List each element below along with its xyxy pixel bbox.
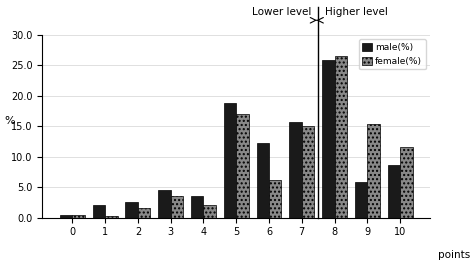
Bar (302, 126, 314, 218)
Bar (73, 214, 85, 218)
Bar (92, 205, 105, 218)
Bar (191, 196, 203, 218)
Bar (105, 216, 118, 218)
Bar (236, 114, 249, 218)
Text: Lower level: Lower level (252, 7, 311, 17)
Bar (256, 143, 269, 218)
Bar (203, 205, 216, 218)
Bar (355, 182, 367, 218)
Bar (138, 208, 150, 218)
Bar (60, 214, 73, 218)
Bar (335, 56, 347, 218)
Bar (269, 180, 282, 218)
Bar (224, 103, 236, 218)
Bar (126, 202, 138, 218)
Bar (400, 147, 412, 218)
Bar (322, 61, 335, 218)
Text: points: points (438, 250, 470, 260)
Bar (388, 165, 400, 218)
Bar (171, 196, 183, 218)
Bar (367, 124, 380, 218)
Text: Higher level: Higher level (325, 7, 388, 17)
Y-axis label: %: % (4, 116, 15, 126)
Bar (289, 122, 302, 218)
Legend: male(%), female(%): male(%), female(%) (359, 39, 426, 69)
Bar (158, 190, 171, 218)
